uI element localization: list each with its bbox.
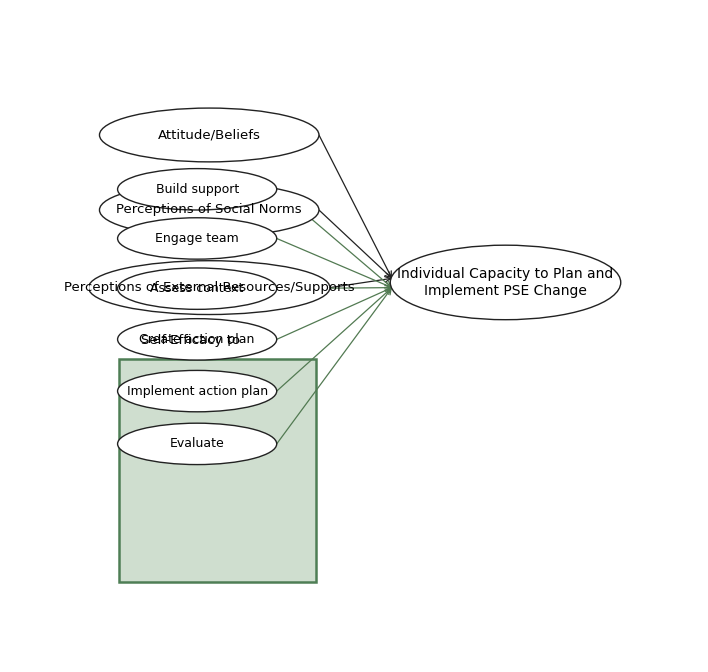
Text: Self-Efficacy to: Self-Efficacy to: [140, 334, 239, 347]
Text: Create action plan: Create action plan: [139, 333, 255, 346]
Text: Attitude/Beliefs: Attitude/Beliefs: [158, 128, 261, 142]
Text: Perceptions of External Resources/Supports: Perceptions of External Resources/Suppor…: [64, 281, 355, 294]
Ellipse shape: [390, 245, 621, 320]
Ellipse shape: [99, 108, 319, 162]
Text: Implement action plan: Implement action plan: [127, 384, 268, 398]
Ellipse shape: [99, 183, 319, 237]
Ellipse shape: [118, 169, 277, 210]
Text: Build support: Build support: [156, 183, 239, 196]
Text: Engage team: Engage team: [155, 232, 239, 245]
Ellipse shape: [118, 370, 277, 412]
Text: Assess context: Assess context: [151, 282, 244, 295]
Ellipse shape: [118, 423, 277, 464]
Ellipse shape: [88, 261, 330, 314]
Ellipse shape: [118, 268, 277, 309]
Text: Perceptions of Social Norms: Perceptions of Social Norms: [116, 204, 302, 216]
Bar: [119, 359, 316, 581]
Ellipse shape: [118, 218, 277, 259]
Text: Evaluate: Evaluate: [170, 437, 224, 450]
Ellipse shape: [118, 319, 277, 360]
Text: Individual Capacity to Plan and
Implement PSE Change: Individual Capacity to Plan and Implemen…: [397, 267, 614, 298]
